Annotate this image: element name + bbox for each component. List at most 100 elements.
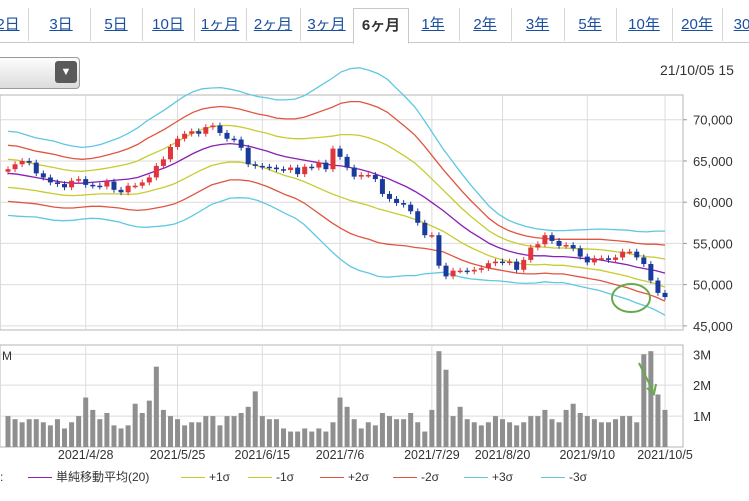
volume-bar: [386, 416, 392, 447]
volume-bar: [634, 422, 640, 447]
volume-bar: [394, 419, 400, 447]
legend-item: -3σ: [541, 468, 587, 486]
volume-left-label: M: [2, 349, 12, 363]
chart-type-dropdown[interactable]: ▼: [0, 57, 80, 89]
volume-bar: [238, 413, 244, 447]
candle-body: [528, 247, 534, 260]
volume-bar: [528, 416, 534, 447]
legend-swatch: [464, 477, 488, 479]
tab-14[interactable]: 30: [722, 8, 749, 41]
tab-7[interactable]: 6ヶ月: [353, 8, 409, 44]
annotation-arrow-head: [646, 383, 657, 396]
candle-body: [563, 245, 569, 247]
candle-body: [153, 165, 159, 178]
tab-13[interactable]: 20年: [672, 8, 723, 41]
tab-12[interactable]: 10年: [616, 8, 673, 41]
volume-bar: [160, 409, 166, 447]
volume-bar: [189, 422, 195, 447]
tab-1[interactable]: 3日: [32, 8, 91, 41]
candle-body: [281, 169, 287, 171]
tab-10[interactable]: 3年: [511, 8, 565, 41]
date-label: 2021/7/6: [316, 448, 365, 462]
candle-body: [54, 182, 60, 185]
candle-body: [295, 167, 301, 175]
volume-bar: [563, 409, 569, 447]
volume-bar: [591, 419, 597, 447]
tab-3[interactable]: 10日: [142, 8, 195, 41]
candle-body: [337, 148, 343, 157]
price-tick-label: 65,000: [693, 154, 733, 169]
volume-bar: [153, 366, 159, 447]
date-label: 2021/9/10: [559, 448, 615, 462]
candle-body: [521, 259, 527, 270]
legend-label: +3σ: [492, 470, 514, 484]
candle-body: [160, 159, 166, 166]
candle-body: [40, 173, 46, 178]
candle-body: [372, 174, 378, 180]
date-label: 2021/4/28: [58, 448, 114, 462]
volume-bar: [12, 419, 18, 447]
price-tick-label: 45,000: [693, 319, 733, 334]
candle-body: [83, 179, 89, 185]
volume-bar: [521, 422, 527, 447]
volume-tick-label: 3M: [693, 347, 711, 362]
volume-bar: [90, 409, 96, 447]
volume-bar: [372, 425, 378, 447]
volume-bar: [457, 406, 463, 447]
volume-bar: [344, 406, 350, 447]
candle-body: [542, 235, 548, 245]
candle-body: [146, 177, 152, 183]
volume-bar: [436, 351, 442, 447]
volume-bar: [401, 419, 407, 447]
legend-swatch: [541, 477, 565, 479]
volume-bar: [605, 422, 611, 447]
volume-bar: [104, 413, 110, 447]
annotation-arrow-line: [638, 362, 654, 392]
tab-4[interactable]: 1ヶ月: [194, 8, 247, 41]
candle-body: [132, 185, 138, 188]
candle-body: [189, 131, 195, 134]
legend-swatch: [28, 477, 52, 479]
volume-bar: [210, 416, 216, 447]
legend-item: -2σ: [393, 468, 439, 486]
candle-body: [634, 251, 640, 258]
legend-item: 単純移動平均(20): [28, 468, 149, 486]
candle-body: [605, 258, 611, 260]
candle-body: [351, 167, 357, 177]
candle-body: [175, 138, 181, 147]
tab-5[interactable]: 2ヶ月: [246, 8, 301, 41]
volume-bar: [111, 425, 117, 447]
volume-bar: [662, 409, 668, 447]
tab-0[interactable]: 2日: [0, 8, 29, 41]
volume-bar: [584, 416, 590, 447]
date-label: 2021/5/25: [150, 448, 206, 462]
candle-body: [584, 256, 590, 263]
volume-bar: [507, 422, 513, 447]
candle-body: [485, 263, 491, 269]
volume-bar: [627, 416, 633, 447]
candle-body: [443, 265, 449, 277]
candle-body: [507, 261, 513, 264]
tab-2[interactable]: 5日: [90, 8, 143, 41]
candle-body: [401, 203, 407, 205]
volume-bar: [281, 428, 287, 447]
candle-body: [111, 181, 117, 190]
tab-9[interactable]: 2年: [459, 8, 512, 41]
candle-body: [379, 179, 385, 194]
tab-8[interactable]: 1年: [407, 8, 460, 41]
legend-prefix: :: [0, 470, 4, 484]
candle-body: [492, 261, 498, 264]
volume-bar: [478, 425, 484, 447]
price-tick-label: 55,000: [693, 236, 733, 251]
candle-body: [457, 270, 463, 273]
volume-bar: [5, 416, 11, 447]
volume-bar: [252, 391, 258, 447]
volume-bar: [514, 425, 520, 447]
candle-body: [535, 244, 541, 248]
tab-11[interactable]: 5年: [564, 8, 617, 41]
volume-bar: [259, 416, 265, 447]
volume-bar: [167, 416, 173, 447]
triangle-down-icon[interactable]: ▼: [55, 61, 77, 83]
legend-swatch: [393, 477, 417, 479]
